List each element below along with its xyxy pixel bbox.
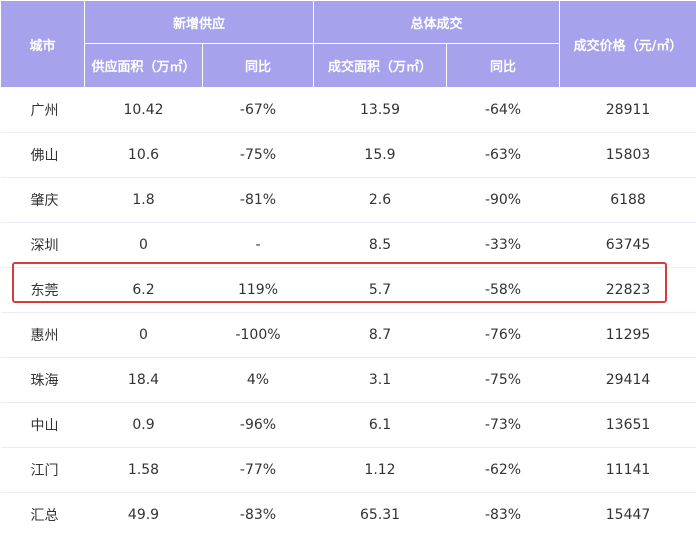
header-price: 成交价格（元/㎡） [560, 1, 696, 88]
cell-price: 15447 [560, 493, 696, 537]
cell-supply-area: 18.4 [85, 358, 203, 403]
cell-price: 11141 [560, 448, 696, 493]
header-supply-yoy: 同比 [203, 44, 314, 88]
cell-price: 11295 [560, 313, 696, 358]
cell-deal-yoy: -90% [447, 178, 560, 223]
cell-price: 13651 [560, 403, 696, 448]
cell-city: 珠海 [1, 358, 85, 403]
cell-deal-area: 5.7 [314, 268, 447, 313]
cell-supply-yoy: -67% [203, 88, 314, 133]
cell-deal-area: 65.31 [314, 493, 447, 537]
cell-supply-area: 6.2 [85, 268, 203, 313]
cell-city: 广州 [1, 88, 85, 133]
cell-city: 深圳 [1, 223, 85, 268]
cell-deal-yoy: -33% [447, 223, 560, 268]
cell-deal-area: 8.5 [314, 223, 447, 268]
cell-city: 江门 [1, 448, 85, 493]
cell-supply-yoy: -100% [203, 313, 314, 358]
cell-deal-area: 13.59 [314, 88, 447, 133]
cell-price: 63745 [560, 223, 696, 268]
cell-supply-area: 0.9 [85, 403, 203, 448]
cell-deal-yoy: -76% [447, 313, 560, 358]
cell-supply-yoy: -83% [203, 493, 314, 537]
cell-deal-yoy: -58% [447, 268, 560, 313]
header-supply-group: 新增供应 [85, 1, 314, 44]
cell-supply-area: 10.6 [85, 133, 203, 178]
cell-deal-area: 3.1 [314, 358, 447, 403]
header-deal-yoy: 同比 [447, 44, 560, 88]
cell-price: 22823 [560, 268, 696, 313]
cell-deal-area: 1.12 [314, 448, 447, 493]
cell-city: 中山 [1, 403, 85, 448]
cell-city: 肇庆 [1, 178, 85, 223]
cell-city: 东莞 [1, 268, 85, 313]
cell-deal-area: 6.1 [314, 403, 447, 448]
cell-supply-area: 10.42 [85, 88, 203, 133]
header-deal-group: 总体成交 [314, 1, 560, 44]
cell-supply-yoy: 119% [203, 268, 314, 313]
header-supply-area: 供应面积（万㎡） [85, 44, 203, 88]
cell-deal-yoy: -62% [447, 448, 560, 493]
cell-deal-yoy: -75% [447, 358, 560, 403]
table-header: 城市 新增供应 总体成交 成交价格（元/㎡） 供应面积（万㎡） 同比 成交面积（… [1, 1, 696, 88]
cell-supply-area: 0 [85, 223, 203, 268]
cell-deal-area: 8.7 [314, 313, 447, 358]
cell-city: 惠州 [1, 313, 85, 358]
cell-supply-yoy: - [203, 223, 314, 268]
cell-supply-yoy: -75% [203, 133, 314, 178]
cell-price: 28911 [560, 88, 696, 133]
cell-supply-yoy: -77% [203, 448, 314, 493]
cell-deal-yoy: -64% [447, 88, 560, 133]
cell-supply-area: 49.9 [85, 493, 203, 537]
cell-city: 汇总 [1, 493, 85, 537]
cell-price: 29414 [560, 358, 696, 403]
cell-supply-yoy: -96% [203, 403, 314, 448]
cell-supply-area: 1.58 [85, 448, 203, 493]
header-city: 城市 [1, 1, 85, 88]
cell-supply-yoy: 4% [203, 358, 314, 403]
cell-price: 6188 [560, 178, 696, 223]
cell-price: 15803 [560, 133, 696, 178]
cell-deal-yoy: -73% [447, 403, 560, 448]
cell-deal-area: 15.9 [314, 133, 447, 178]
cell-deal-area: 2.6 [314, 178, 447, 223]
cell-supply-area: 1.8 [85, 178, 203, 223]
cell-city: 佛山 [1, 133, 85, 178]
cell-supply-yoy: -81% [203, 178, 314, 223]
cell-deal-yoy: -63% [447, 133, 560, 178]
header-deal-area: 成交面积（万㎡） [314, 44, 447, 88]
cell-supply-area: 0 [85, 313, 203, 358]
cell-deal-yoy: -83% [447, 493, 560, 537]
